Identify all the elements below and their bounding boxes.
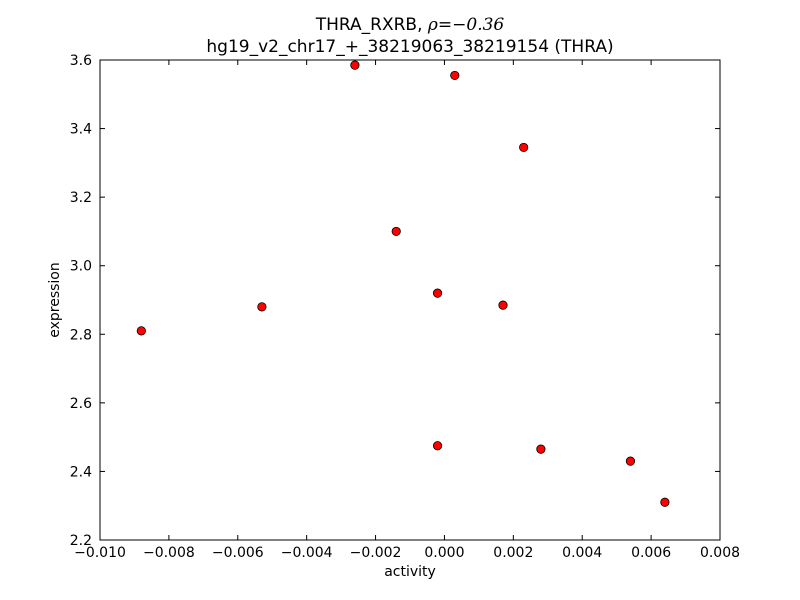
data-point bbox=[536, 444, 546, 454]
x-tick-label: −0.006 bbox=[212, 545, 264, 561]
y-tick-label: 2.4 bbox=[70, 464, 92, 480]
x-tick-label: −0.008 bbox=[143, 545, 195, 561]
y-tick-label: 2.6 bbox=[70, 396, 92, 412]
x-tick-label: 0.004 bbox=[562, 545, 602, 561]
chart-title-rho-value: =−0.36 bbox=[438, 15, 505, 35]
data-point bbox=[660, 497, 670, 507]
data-point bbox=[450, 70, 460, 81]
chart-title-line1: THRA_RXRB, ρ=−0.36 bbox=[315, 15, 505, 35]
y-tick-label: 2.8 bbox=[70, 327, 92, 343]
data-point bbox=[519, 142, 529, 153]
x-tick-label: 0.002 bbox=[493, 545, 533, 561]
data-point bbox=[498, 300, 508, 310]
data-point bbox=[625, 456, 636, 466]
x-tick-label: −0.004 bbox=[281, 545, 333, 561]
y-tick-label: 3.4 bbox=[70, 122, 92, 138]
y-axis-label: expression bbox=[47, 262, 63, 338]
y-tick-label: 3.2 bbox=[70, 190, 92, 206]
x-tick-label: 0.000 bbox=[424, 545, 464, 561]
plot-area: −0.010 −0.008 −0.006 −0.004 −0.002 0.000 0.002… bbox=[70, 53, 740, 561]
chart-title-line2: hg19_v2_chr17_+_38219063_38219154 (THRA) bbox=[206, 37, 613, 57]
data-point bbox=[350, 60, 360, 70]
x-axis-label: activity bbox=[384, 564, 436, 580]
y-tick-label: 3.0 bbox=[70, 259, 92, 275]
y-tick-label: 2.2 bbox=[70, 533, 92, 549]
y-tick-label: 3.6 bbox=[70, 53, 92, 69]
plot-frame bbox=[99, 59, 721, 541]
data-point bbox=[136, 326, 146, 336]
x-tick-label: −0.010 bbox=[74, 545, 126, 561]
chart-title-rho-symbol: ρ bbox=[427, 15, 438, 35]
x-tick-label: −0.002 bbox=[350, 545, 402, 561]
chart-title-prefix: THRA_RXRB, bbox=[315, 15, 428, 35]
data-point bbox=[257, 302, 267, 312]
x-tick-label: 0.008 bbox=[700, 545, 740, 561]
data-point bbox=[432, 441, 443, 451]
data-point bbox=[391, 226, 401, 237]
x-tick-label: 0.006 bbox=[631, 545, 671, 561]
data-point bbox=[432, 288, 443, 298]
